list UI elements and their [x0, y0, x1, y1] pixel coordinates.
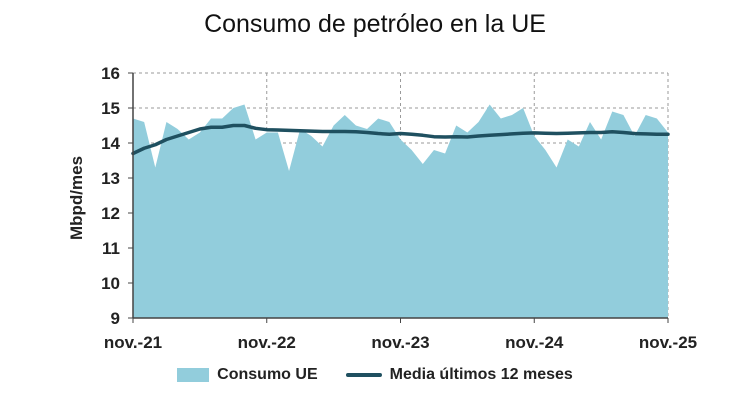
y-tick-label: 9: [111, 309, 120, 328]
x-tick-label: nov.-23: [371, 333, 429, 352]
y-tick-label: 14: [101, 134, 120, 153]
legend-swatch-area: [177, 368, 210, 382]
y-tick-labels: 9 10 11 12 13 14 15 16: [101, 64, 120, 328]
legend-item-media: Media últimos 12 meses: [345, 366, 573, 384]
axes: [128, 72, 669, 323]
legend-swatch-line: [345, 373, 382, 377]
y-tick-label: 15: [101, 99, 120, 118]
x-tick-label: nov.-22: [238, 333, 296, 352]
legend-label-consumo: Consumo UE: [217, 366, 318, 383]
x-tick-label: nov.-24: [505, 333, 564, 352]
chart-title: Consumo de petróleo en la UE: [204, 10, 546, 38]
area-consumo-ue: [133, 104, 668, 318]
legend-label-media: Media últimos 12 meses: [389, 366, 573, 383]
line-layer: [131, 123, 670, 156]
area-layer: [133, 104, 668, 318]
x-tick-labels: nov.-21 nov.-22 nov.-23 nov.-24 nov.-25: [104, 333, 697, 352]
y-axis-label: Mbpd/mes: [67, 156, 86, 240]
x-tick-label: nov.-21: [104, 333, 162, 352]
y-tick-label: 13: [101, 169, 120, 188]
y-tick-label: 16: [101, 64, 120, 83]
y-tick-label: 11: [102, 239, 120, 258]
line-media-12m: [131, 123, 670, 156]
y-tick-label: 12: [101, 204, 120, 223]
legend-item-consumo: Consumo UE: [177, 366, 318, 384]
x-tick-label: nov.-25: [639, 333, 697, 352]
y-tick-label: 10: [101, 274, 120, 293]
legend: Consumo UE Media últimos 12 meses: [0, 366, 750, 384]
